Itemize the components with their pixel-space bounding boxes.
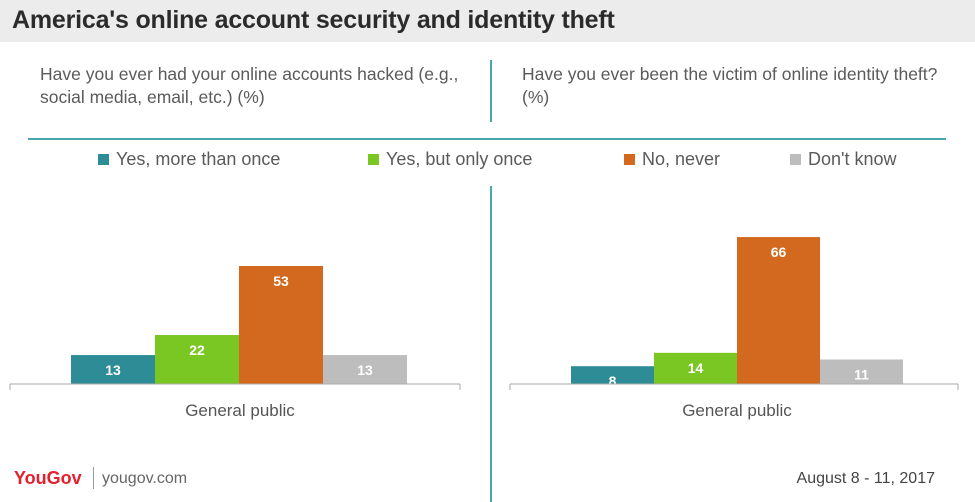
bar-2-3 (737, 237, 820, 384)
category-label-1: General public (185, 401, 295, 420)
legend-item-dont-know: Don't know (790, 149, 896, 170)
legend: Yes, more than once Yes, but only once N… (0, 149, 975, 173)
legend-label: Don't know (808, 149, 897, 169)
category-label-2: General public (682, 401, 792, 420)
legend-swatch (368, 154, 379, 165)
legend-label: Yes, but only once (386, 149, 533, 169)
data-label-1-2: 22 (189, 342, 205, 358)
legend-swatch (624, 154, 635, 165)
data-label-1-4: 13 (357, 362, 373, 378)
yougov-logo: YouGov (14, 468, 82, 488)
footer-date: August 8 - 11, 2017 (796, 470, 935, 487)
legend-label: Yes, more than once (116, 149, 281, 169)
horizontal-divider (28, 138, 946, 140)
footer-url[interactable]: yougov.com (102, 470, 188, 487)
bar-1-1 (71, 355, 155, 384)
data-label-2-3: 66 (771, 244, 787, 260)
bar-2-2 (654, 352, 737, 384)
bar-1-2 (155, 335, 239, 384)
legend-label: No, never (642, 149, 721, 169)
bar-2-4 (820, 359, 903, 384)
bar-2-1 (571, 366, 654, 384)
legend-swatch (98, 154, 109, 165)
chart-title: America's online account security and id… (12, 6, 615, 34)
bar-1-4 (323, 355, 407, 384)
legend-item-yes-more-than-once: Yes, more than once (98, 149, 280, 170)
legend-item-yes-only-once: Yes, but only once (368, 149, 532, 170)
data-label-1-3: 53 (273, 273, 289, 289)
data-label-2-2: 14 (688, 360, 704, 376)
footer-separator (93, 467, 94, 489)
data-label-1-1: 13 (105, 362, 121, 378)
data-label-2-4: 11 (854, 367, 869, 383)
data-label-2-1: 8 (609, 373, 617, 389)
vertical-divider-bottom (490, 186, 492, 502)
vertical-divider-top (490, 60, 492, 122)
question-right: Have you ever been the victim of online … (522, 64, 938, 107)
legend-swatch (790, 154, 801, 165)
bar-1-3 (239, 266, 323, 384)
question-left: Have you ever had your online accounts h… (40, 64, 459, 107)
title-bar: America's online account security and id… (0, 0, 975, 42)
legend-item-no-never: No, never (624, 149, 720, 170)
